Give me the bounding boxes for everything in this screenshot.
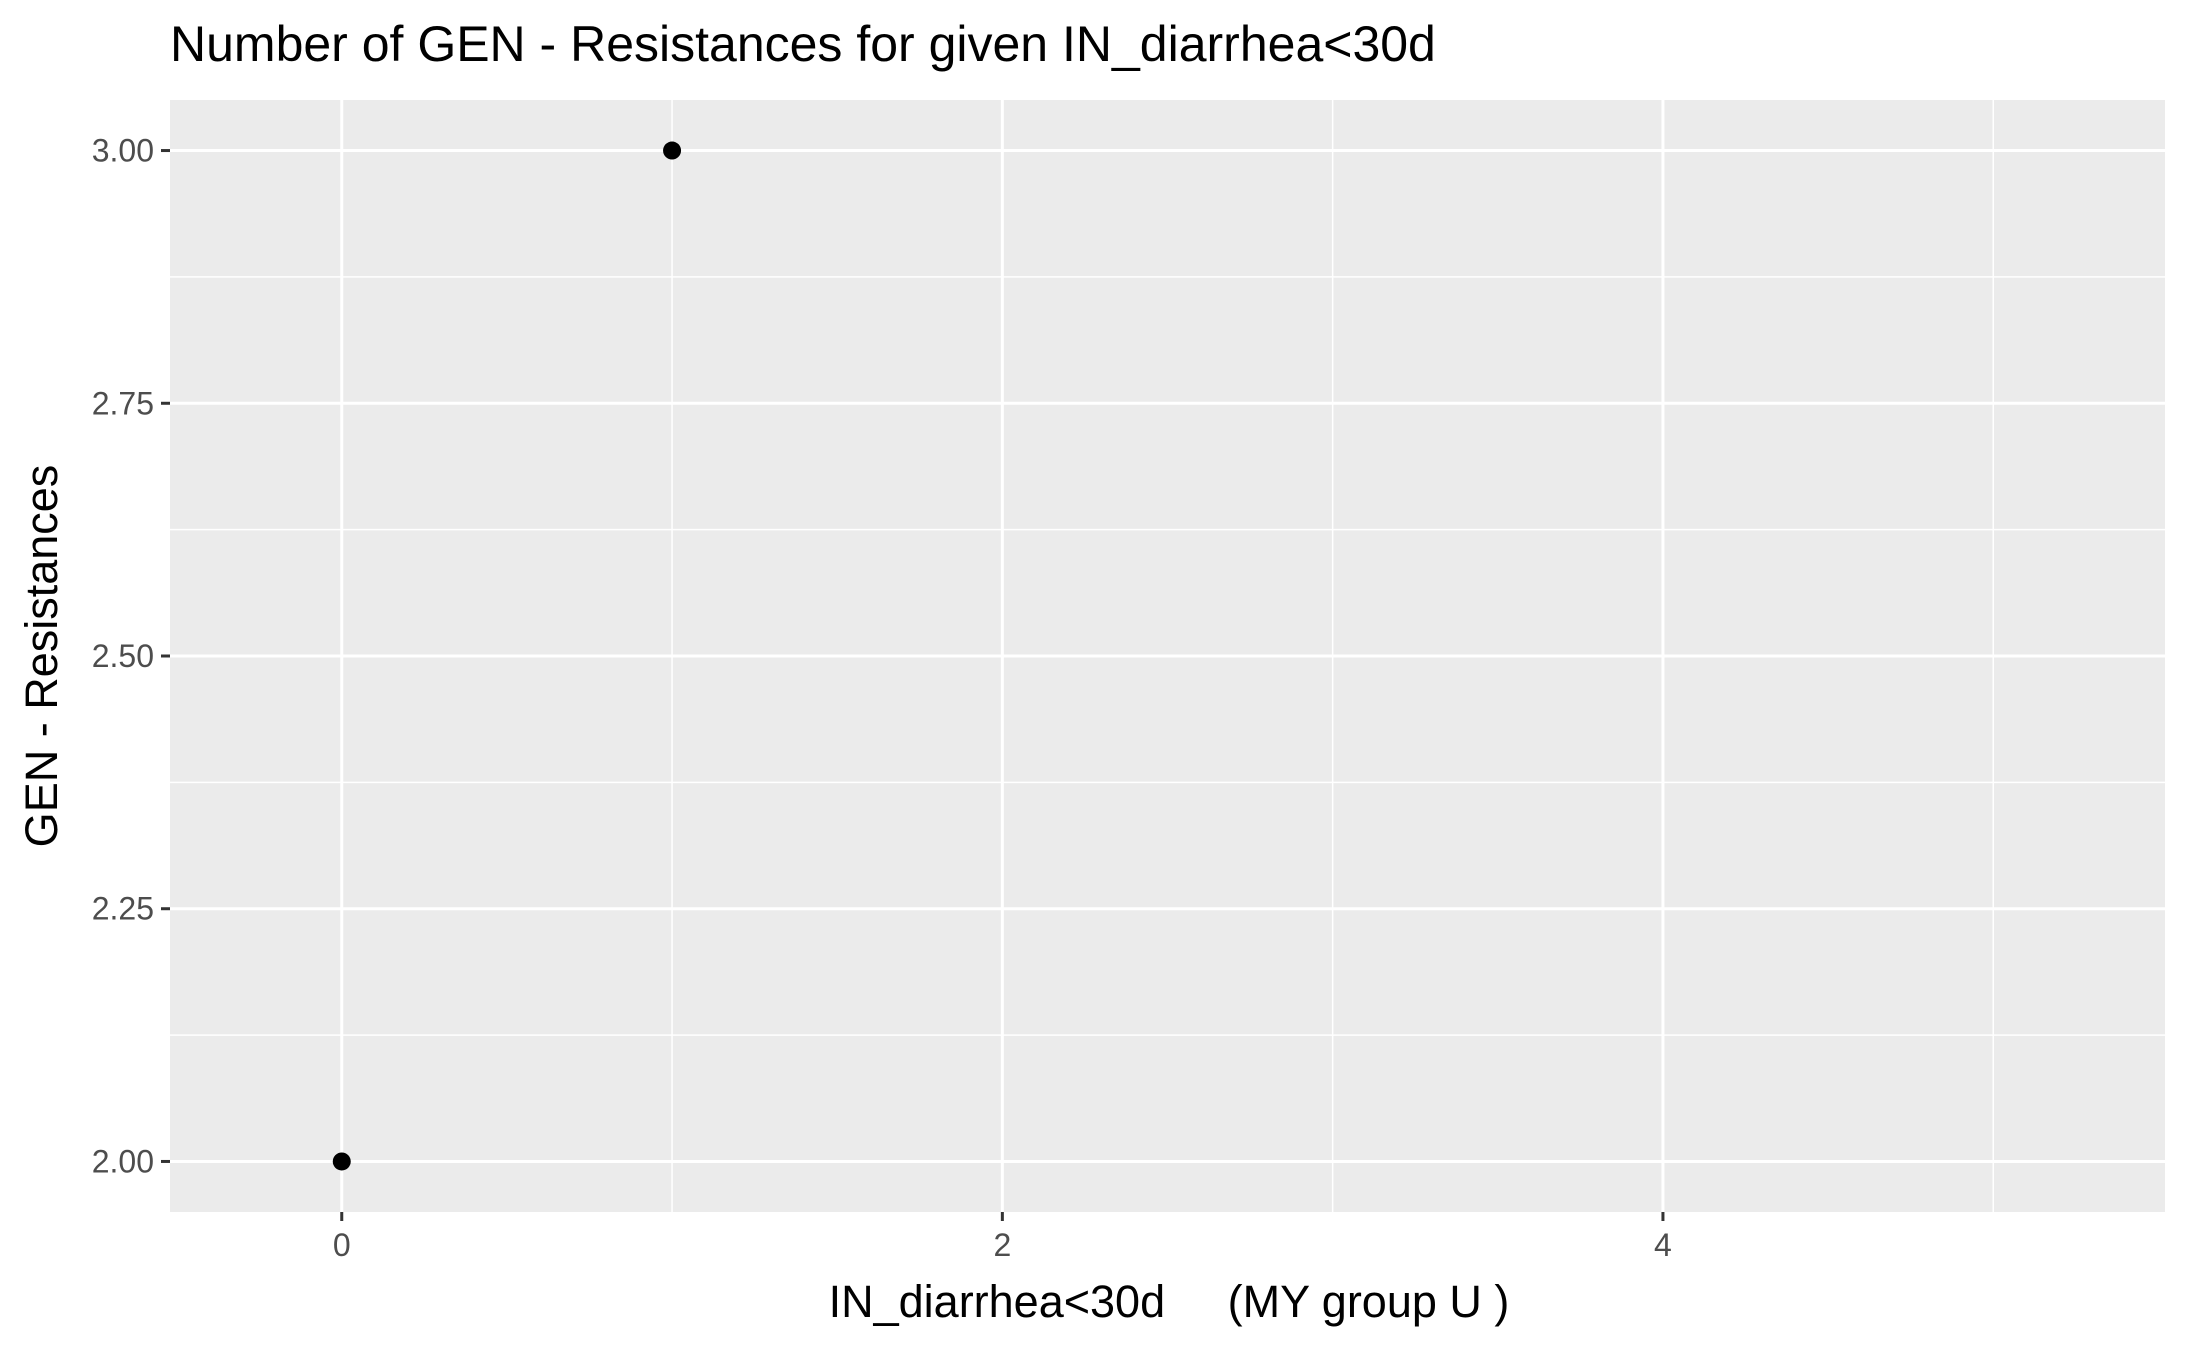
y-axis-title: GEN - Resistances — [16, 465, 67, 848]
y-tick-label: 2.50 — [92, 638, 154, 674]
major-grid — [170, 100, 2165, 1212]
x-axis-title: IN_diarrhea<30d (MY group U ) — [829, 1276, 1510, 1327]
x-axis: 0 2 4 — [333, 1212, 1672, 1263]
data-points — [332, 141, 682, 1171]
chart-title: Number of GEN - Resistances for given IN… — [170, 16, 1436, 72]
x-tick-label: 4 — [1654, 1227, 1672, 1263]
x-tick-label: 0 — [333, 1227, 351, 1263]
y-tick-label: 3.00 — [92, 133, 154, 169]
x-tick-label: 2 — [993, 1227, 1011, 1263]
y-tick-label: 2.00 — [92, 1143, 154, 1179]
data-point — [332, 1152, 351, 1171]
data-point — [663, 141, 682, 160]
y-tick-label: 2.75 — [92, 385, 154, 421]
y-axis: 2.00 2.25 2.50 2.75 3.00 — [92, 133, 170, 1179]
y-tick-label: 2.25 — [92, 891, 154, 927]
